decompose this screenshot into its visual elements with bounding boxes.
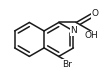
Text: N: N: [70, 26, 77, 35]
Text: Br: Br: [62, 60, 72, 69]
Text: O: O: [91, 9, 98, 18]
Text: OH: OH: [84, 31, 98, 40]
